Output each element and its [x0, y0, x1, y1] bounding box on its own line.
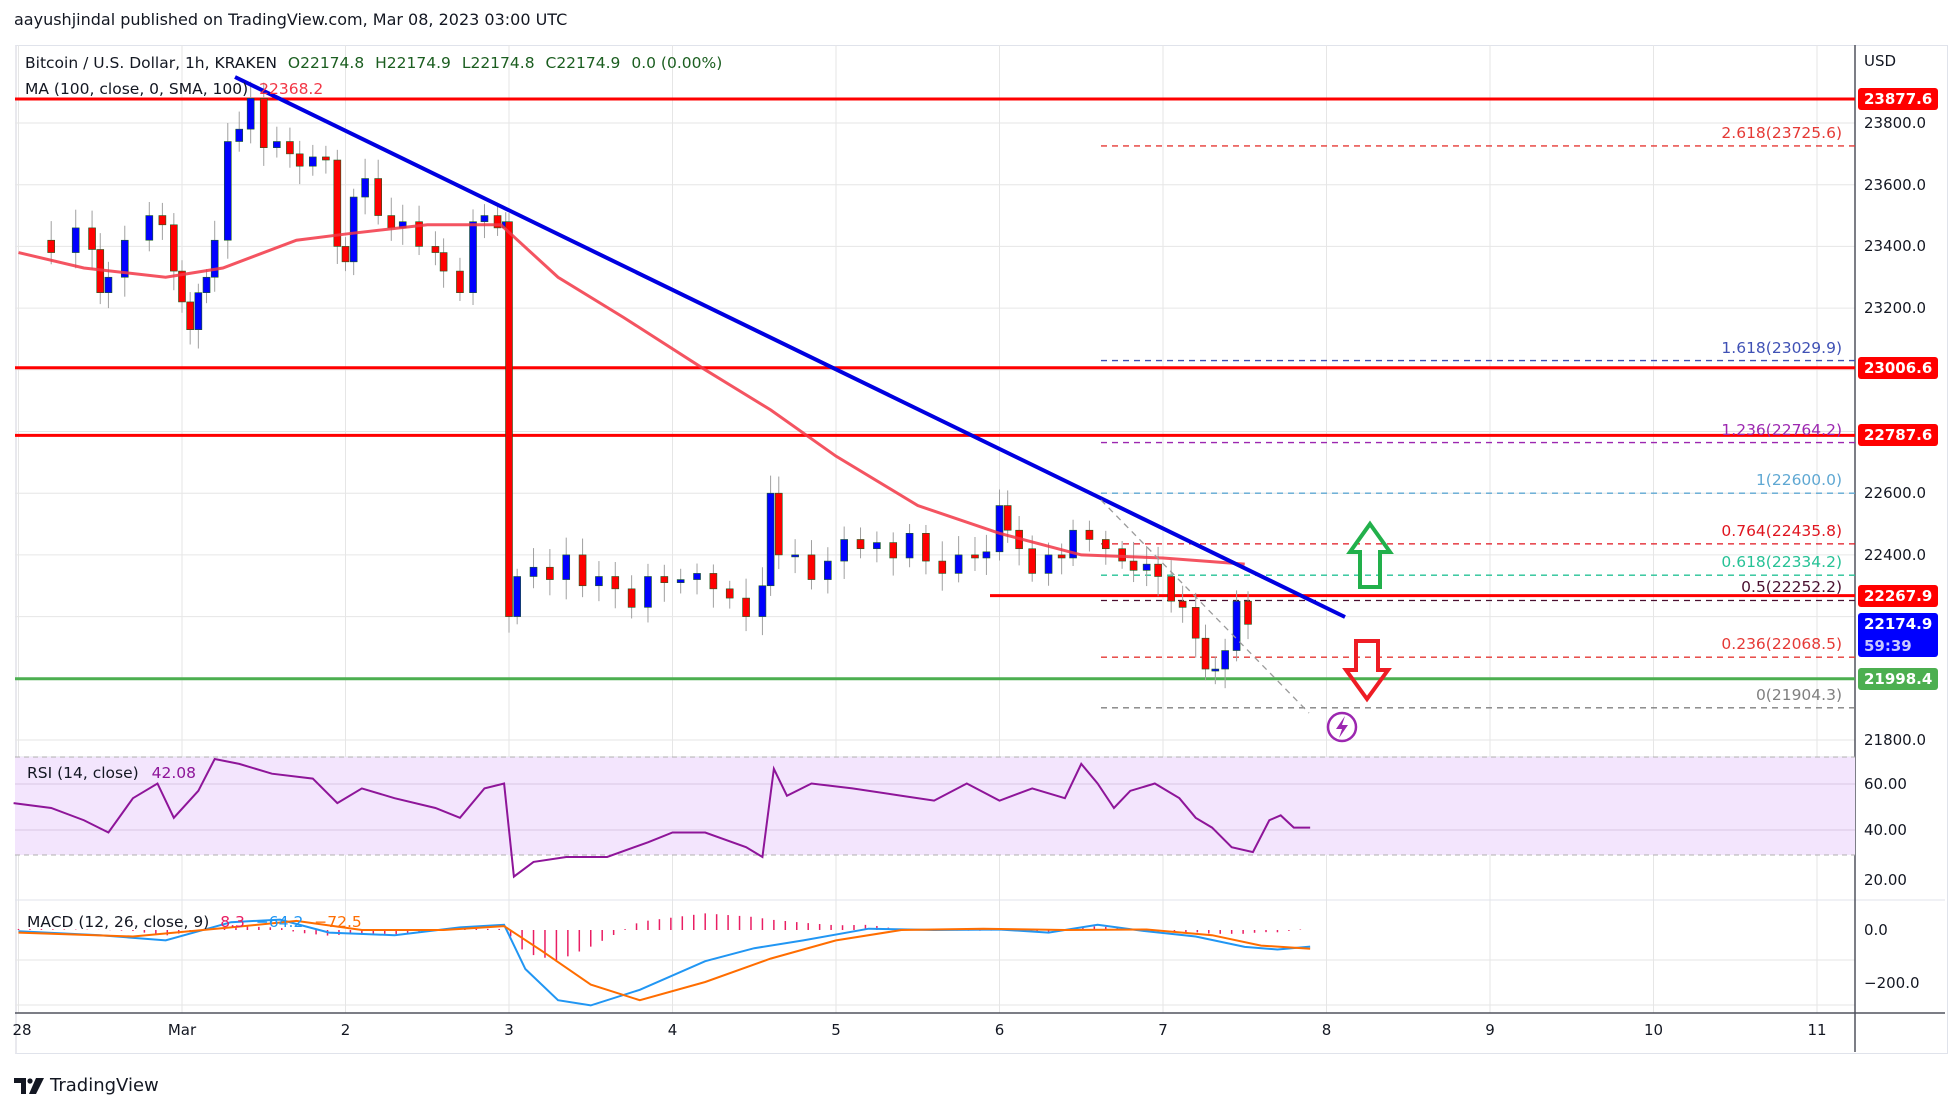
tradingview-logo[interactable]: TradingView: [14, 1075, 159, 1096]
ohlc-close: C22174.9: [545, 54, 621, 72]
time-axis-tick: 2: [340, 1021, 351, 1039]
fib-level-label: 2.618(23725.6): [1721, 123, 1842, 142]
macd-hist-value: 8.3: [220, 913, 245, 931]
price-tag-value: 22267.9: [1864, 586, 1933, 605]
arrow-down-icon: [1342, 639, 1392, 703]
rsi-label: RSI (14, close): [27, 764, 139, 782]
price-axis-tick: 23200.0: [1864, 299, 1927, 318]
time-axis-tick: 8: [1321, 1021, 1332, 1039]
price-axis-tick: 21800.0: [1864, 731, 1927, 749]
trendline: [234, 75, 1346, 619]
price-tag[interactable]: 23006.6: [1858, 356, 1938, 379]
ma-value: 22368.2: [259, 80, 324, 98]
fib-level-label: 1.236(22764.2): [1721, 420, 1842, 439]
time-axis-tick: Mar: [167, 1021, 197, 1039]
ohlc-open: O22174.8: [287, 54, 365, 72]
fib-level-label: 0.5(22252.2): [1741, 578, 1842, 597]
price-tag-value: 22174.9: [1864, 615, 1933, 634]
price-tag-value: 23877.6: [1864, 90, 1933, 109]
macd-label: MACD (12, 26, close, 9): [27, 913, 210, 931]
price-axis-tick: 23600.0: [1864, 175, 1927, 194]
tradingview-logo-icon: [14, 1077, 44, 1094]
time-axis-tick: 7: [1158, 1021, 1168, 1039]
ohlc-low: L22174.8: [461, 54, 535, 72]
lightning-icon: [1326, 711, 1358, 743]
time-axis-tick: 3: [504, 1021, 514, 1039]
symbol-name: Bitcoin / U.S. Dollar, 1h, KRAKEN: [25, 54, 277, 72]
rsi-legend[interactable]: RSI (14, close) 42.08: [27, 764, 196, 782]
macd-signal-value: −72.5: [314, 913, 362, 931]
arrow-up-icon: [1346, 520, 1394, 589]
fib-level-label: 1.618(23029.9): [1721, 338, 1842, 357]
fib-level-label: 0(21904.3): [1755, 685, 1842, 704]
price-tag-value: 21998.4: [1864, 669, 1933, 688]
tradingview-logo-text: TradingView: [50, 1075, 159, 1096]
price-axis-tick: 23400.0: [1864, 237, 1927, 256]
price-tag[interactable]: 22174.9 59:39: [1858, 613, 1938, 658]
rsi-axis-tick: 20.00: [1864, 871, 1907, 889]
macd-value: −64.2: [255, 913, 304, 931]
symbol-legend[interactable]: Bitcoin / U.S. Dollar, 1h, KRAKEN O22174…: [25, 54, 722, 72]
price-tag[interactable]: 22267.9: [1858, 584, 1938, 607]
time-axis-tick: 28: [12, 1021, 32, 1039]
rsi-value: 42.08: [151, 764, 197, 782]
price-axis-tick: 23800.0: [1864, 114, 1927, 132]
time-axis-tick: 9: [1485, 1021, 1495, 1039]
ma-label: MA (100, close, 0, SMA, 100): [25, 80, 249, 98]
time-axis-tick: 10: [1643, 1021, 1664, 1039]
chart-frame: [15, 45, 1948, 1054]
price-tag[interactable]: 23877.6: [1858, 88, 1938, 111]
macd-axis-tick: −200.0: [1864, 974, 1920, 992]
price-tag-value: 23006.6: [1864, 358, 1933, 377]
ohlc-high: H22174.9: [375, 54, 451, 72]
time-axis-tick: 6: [994, 1021, 1005, 1039]
ma-legend[interactable]: MA (100, close, 0, SMA, 100) 22368.2: [25, 80, 323, 98]
price-axis-tick: 22600.0: [1864, 484, 1927, 503]
price-tag-value: 22787.6: [1864, 426, 1933, 445]
fib-level-label: 0.618(22334.2): [1721, 553, 1842, 572]
price-tag[interactable]: 21998.4: [1858, 667, 1938, 690]
price-axis-currency: USD: [1864, 52, 1897, 70]
price-axis-tick: 22400.0: [1864, 545, 1927, 564]
macd-axis-tick: 0.0: [1864, 921, 1888, 939]
bar-countdown: 59:39: [1864, 637, 1912, 656]
publisher-line: aayushjindal published on TradingView.co…: [14, 10, 568, 29]
time-axis-tick: 5: [831, 1021, 841, 1039]
time-axis-tick: 11: [1807, 1021, 1827, 1039]
time-axis-tick: 4: [667, 1021, 678, 1039]
rsi-axis-tick: 60.00: [1864, 775, 1907, 793]
fib-level-label: 0.764(22435.8): [1721, 521, 1842, 540]
fib-level-label: 1(22600.0): [1755, 471, 1842, 490]
price-tag[interactable]: 22787.6: [1858, 424, 1938, 447]
rsi-axis-tick: 40.00: [1864, 821, 1907, 839]
macd-legend[interactable]: MACD (12, 26, close, 9) 8.3 −64.2 −72.5: [27, 913, 362, 931]
ohlc-change: 0.0 (0.00%): [631, 54, 723, 72]
fib-level-label: 0.236(22068.5): [1721, 635, 1842, 654]
